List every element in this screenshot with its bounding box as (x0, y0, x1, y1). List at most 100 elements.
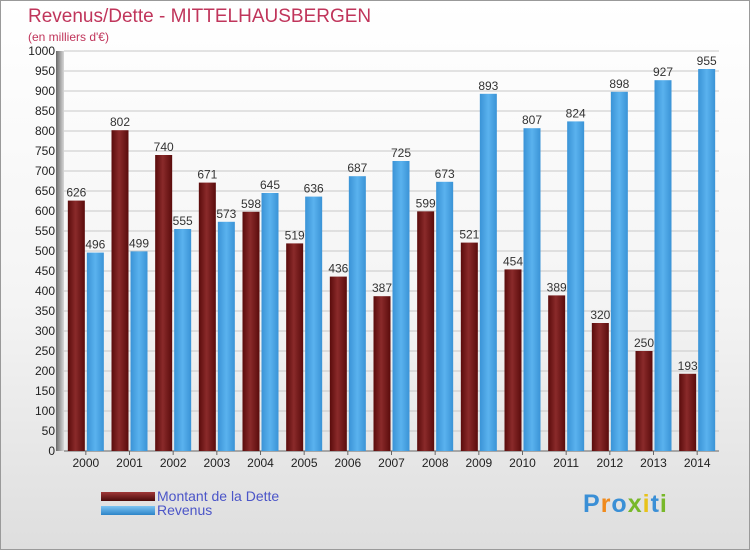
legend-swatch-revenus (101, 506, 155, 515)
data-label-dette: 387 (372, 281, 392, 295)
bar-revenus (348, 176, 366, 451)
data-label-revenus: 824 (566, 106, 586, 120)
data-label-dette: 626 (66, 186, 86, 200)
data-label-revenus: 955 (697, 54, 717, 68)
y-tick-label: 450 (35, 264, 55, 278)
data-label-dette: 519 (285, 228, 305, 242)
y-tick-label: 50 (42, 424, 56, 438)
x-tick-label: 2014 (684, 456, 711, 470)
bar-dette (111, 130, 129, 451)
y-tick-label: 850 (35, 104, 55, 118)
bar-dette (67, 200, 85, 451)
bar-revenus (86, 252, 104, 451)
x-tick-label: 2013 (640, 456, 667, 470)
data-label-dette: 250 (634, 336, 654, 350)
data-label-dette: 193 (678, 359, 698, 373)
bar-revenus (217, 221, 235, 451)
data-label-revenus: 725 (391, 146, 411, 160)
x-tick-label: 2005 (291, 456, 318, 470)
chart-subtitle: (en milliers d'€) (28, 30, 109, 44)
y-tick-label: 500 (35, 244, 55, 258)
x-tick-label: 2012 (596, 456, 623, 470)
y-tick-label: 250 (35, 344, 55, 358)
y-tick-label: 650 (35, 184, 55, 198)
bar-dette (373, 296, 391, 451)
bar-dette (417, 211, 435, 451)
data-label-revenus: 673 (435, 167, 455, 181)
y-tick-label: 550 (35, 224, 55, 238)
bar-revenus (567, 121, 585, 452)
x-tick-label: 2004 (247, 456, 274, 470)
data-label-revenus: 807 (522, 113, 542, 127)
y-tick-label: 950 (35, 64, 55, 78)
bar-revenus (654, 80, 672, 451)
y-tick-label: 200 (35, 364, 55, 378)
y-tick-label: 900 (35, 84, 55, 98)
data-label-dette: 599 (416, 196, 436, 210)
bar-dette (155, 155, 173, 451)
legend-label-dette: Montant de la Dette (157, 488, 280, 504)
bar-dette (591, 323, 609, 451)
x-tick-label: 2001 (116, 456, 143, 470)
data-label-revenus: 555 (173, 214, 193, 228)
data-label-revenus: 687 (347, 161, 367, 175)
bar-dette (286, 243, 304, 451)
logo-letter: t (650, 490, 660, 518)
data-label-revenus: 898 (609, 77, 629, 91)
data-label-dette: 598 (241, 197, 261, 211)
bar-revenus (261, 193, 279, 451)
data-label-revenus: 573 (216, 207, 236, 221)
x-tick-label: 2011 (553, 456, 579, 470)
data-label-dette: 436 (328, 262, 348, 276)
data-label-revenus: 893 (478, 79, 498, 93)
data-label-dette: 521 (459, 228, 479, 242)
bar-revenus (174, 229, 192, 451)
bar-dette (679, 373, 697, 451)
y-tick-label: 150 (35, 384, 55, 398)
y-tick-label: 400 (35, 284, 55, 298)
data-label-dette: 671 (197, 168, 217, 182)
y-tick-label: 350 (35, 304, 55, 318)
bar-dette (198, 182, 216, 451)
x-tick-label: 2010 (509, 456, 536, 470)
y-tick-label: 0 (48, 444, 55, 458)
bar-revenus (392, 161, 410, 451)
data-label-revenus: 645 (260, 178, 280, 192)
data-label-dette: 740 (154, 140, 174, 154)
bar-dette (548, 295, 566, 451)
x-tick-label: 2006 (334, 456, 361, 470)
proxiti-logo: Proxiti (583, 490, 668, 519)
data-label-revenus: 636 (304, 182, 324, 196)
x-tick-label: 2007 (378, 456, 405, 470)
x-tick-label: 2002 (160, 456, 187, 470)
y-tick-label: 300 (35, 324, 55, 338)
bar-revenus (130, 251, 148, 451)
data-label-dette: 454 (503, 254, 523, 268)
bar-revenus (523, 128, 541, 451)
data-label-dette: 802 (110, 115, 130, 129)
bar-dette (242, 211, 260, 451)
y-tick-label: 750 (35, 144, 55, 158)
legend-swatch-dette (101, 492, 155, 501)
x-tick-label: 2009 (465, 456, 492, 470)
y-tick-label: 800 (35, 124, 55, 138)
y-tick-label: 100 (35, 404, 55, 418)
y-axis-wall (56, 51, 64, 451)
chart-title: Revenus/Dette - MITTELHAUSBERGEN (28, 6, 372, 27)
bar-revenus (479, 93, 497, 452)
bar-dette (635, 351, 653, 451)
y-tick-label: 1000 (28, 44, 55, 58)
data-label-dette: 389 (547, 280, 567, 294)
bar-dette (504, 269, 522, 451)
x-tick-label: 2008 (422, 456, 449, 470)
logo-letter: i (659, 490, 668, 518)
bar-revenus (698, 69, 716, 451)
bar-revenus (436, 181, 454, 452)
data-label-dette: 320 (590, 308, 610, 322)
y-tick-label: 700 (35, 164, 55, 178)
x-tick-label: 2003 (203, 456, 230, 470)
logo-letter: o (611, 490, 628, 518)
logo-letter: x (627, 490, 643, 518)
